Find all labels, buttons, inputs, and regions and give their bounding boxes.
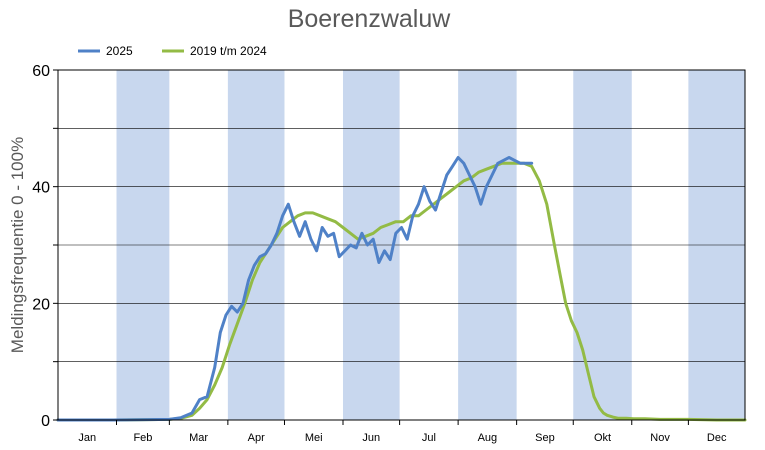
series-lines [56, 156, 747, 422]
x-tick-label: Mar [189, 432, 208, 444]
x-tick-label: Apr [248, 432, 265, 444]
y-tick-label: 40 [32, 180, 50, 197]
x-tick-label: Jul [422, 432, 436, 444]
x-tick-label: Feb [133, 432, 152, 444]
x-tick-label: Okt [594, 432, 611, 444]
y-tick-label: 60 [32, 63, 50, 80]
y-tick-label: 0 [41, 413, 50, 430]
x-tick-label: Jan [78, 432, 96, 444]
chart-title: Boerenzwaluw [288, 5, 452, 33]
legend-label-historical: 2019 t/m 2024 [190, 44, 267, 58]
x-tick-label: Mei [305, 432, 323, 444]
y-axis-label: Meldingsfrequentie 0 - 100% [8, 137, 27, 353]
gridlines [58, 128, 745, 362]
x-tick-label: Sep [535, 432, 555, 444]
x-tick-label: Jun [362, 432, 380, 444]
x-tick-label: Aug [478, 432, 498, 444]
x-tick-labels: Jan Feb Mar Apr Mei Jun Jul Aug Sep Okt Nov Dec [78, 432, 727, 444]
axes [53, 69, 746, 425]
x-tick-label: Nov [650, 432, 670, 444]
series-line-2025 [56, 156, 534, 422]
legend: 2025 2019 t/m 2024 [78, 44, 267, 58]
legend-label-2025: 2025 [106, 44, 133, 58]
series-line-2019-t-m-2024 [56, 161, 747, 422]
x-tick-label: Dec [707, 432, 727, 444]
y-tick-label: 20 [32, 296, 50, 313]
y-tick-labels: 0 20 40 60 [32, 63, 50, 430]
